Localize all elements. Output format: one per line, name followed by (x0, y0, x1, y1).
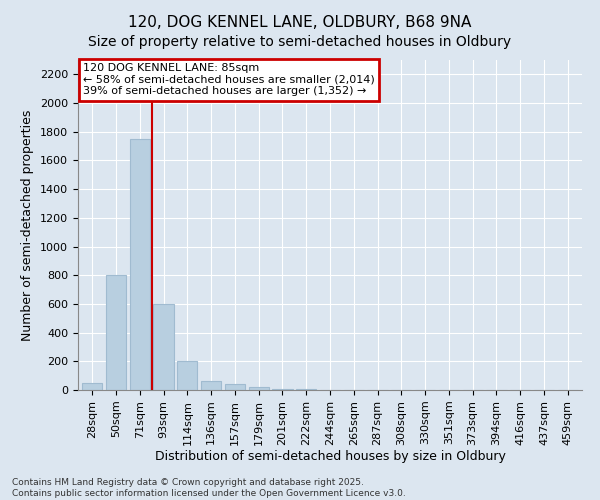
Y-axis label: Number of semi-detached properties: Number of semi-detached properties (22, 110, 34, 340)
X-axis label: Distribution of semi-detached houses by size in Oldbury: Distribution of semi-detached houses by … (155, 450, 505, 464)
Bar (82, 383, 103, 390)
Bar (106, 275, 126, 390)
Text: Contains HM Land Registry data © Crown copyright and database right 2025.
Contai: Contains HM Land Registry data © Crown c… (12, 478, 406, 498)
Bar (272, 388, 293, 390)
Bar (154, 304, 173, 390)
Bar (248, 387, 269, 390)
Bar (130, 139, 150, 390)
Text: 120, DOG KENNEL LANE, OLDBURY, B68 9NA: 120, DOG KENNEL LANE, OLDBURY, B68 9NA (128, 15, 472, 30)
Text: Size of property relative to semi-detached houses in Oldbury: Size of property relative to semi-detach… (88, 35, 512, 49)
Bar (177, 362, 197, 390)
Bar (201, 380, 221, 390)
Text: 120 DOG KENNEL LANE: 85sqm
← 58% of semi-detached houses are smaller (2,014)
39%: 120 DOG KENNEL LANE: 85sqm ← 58% of semi… (83, 64, 375, 96)
Bar (225, 384, 245, 390)
